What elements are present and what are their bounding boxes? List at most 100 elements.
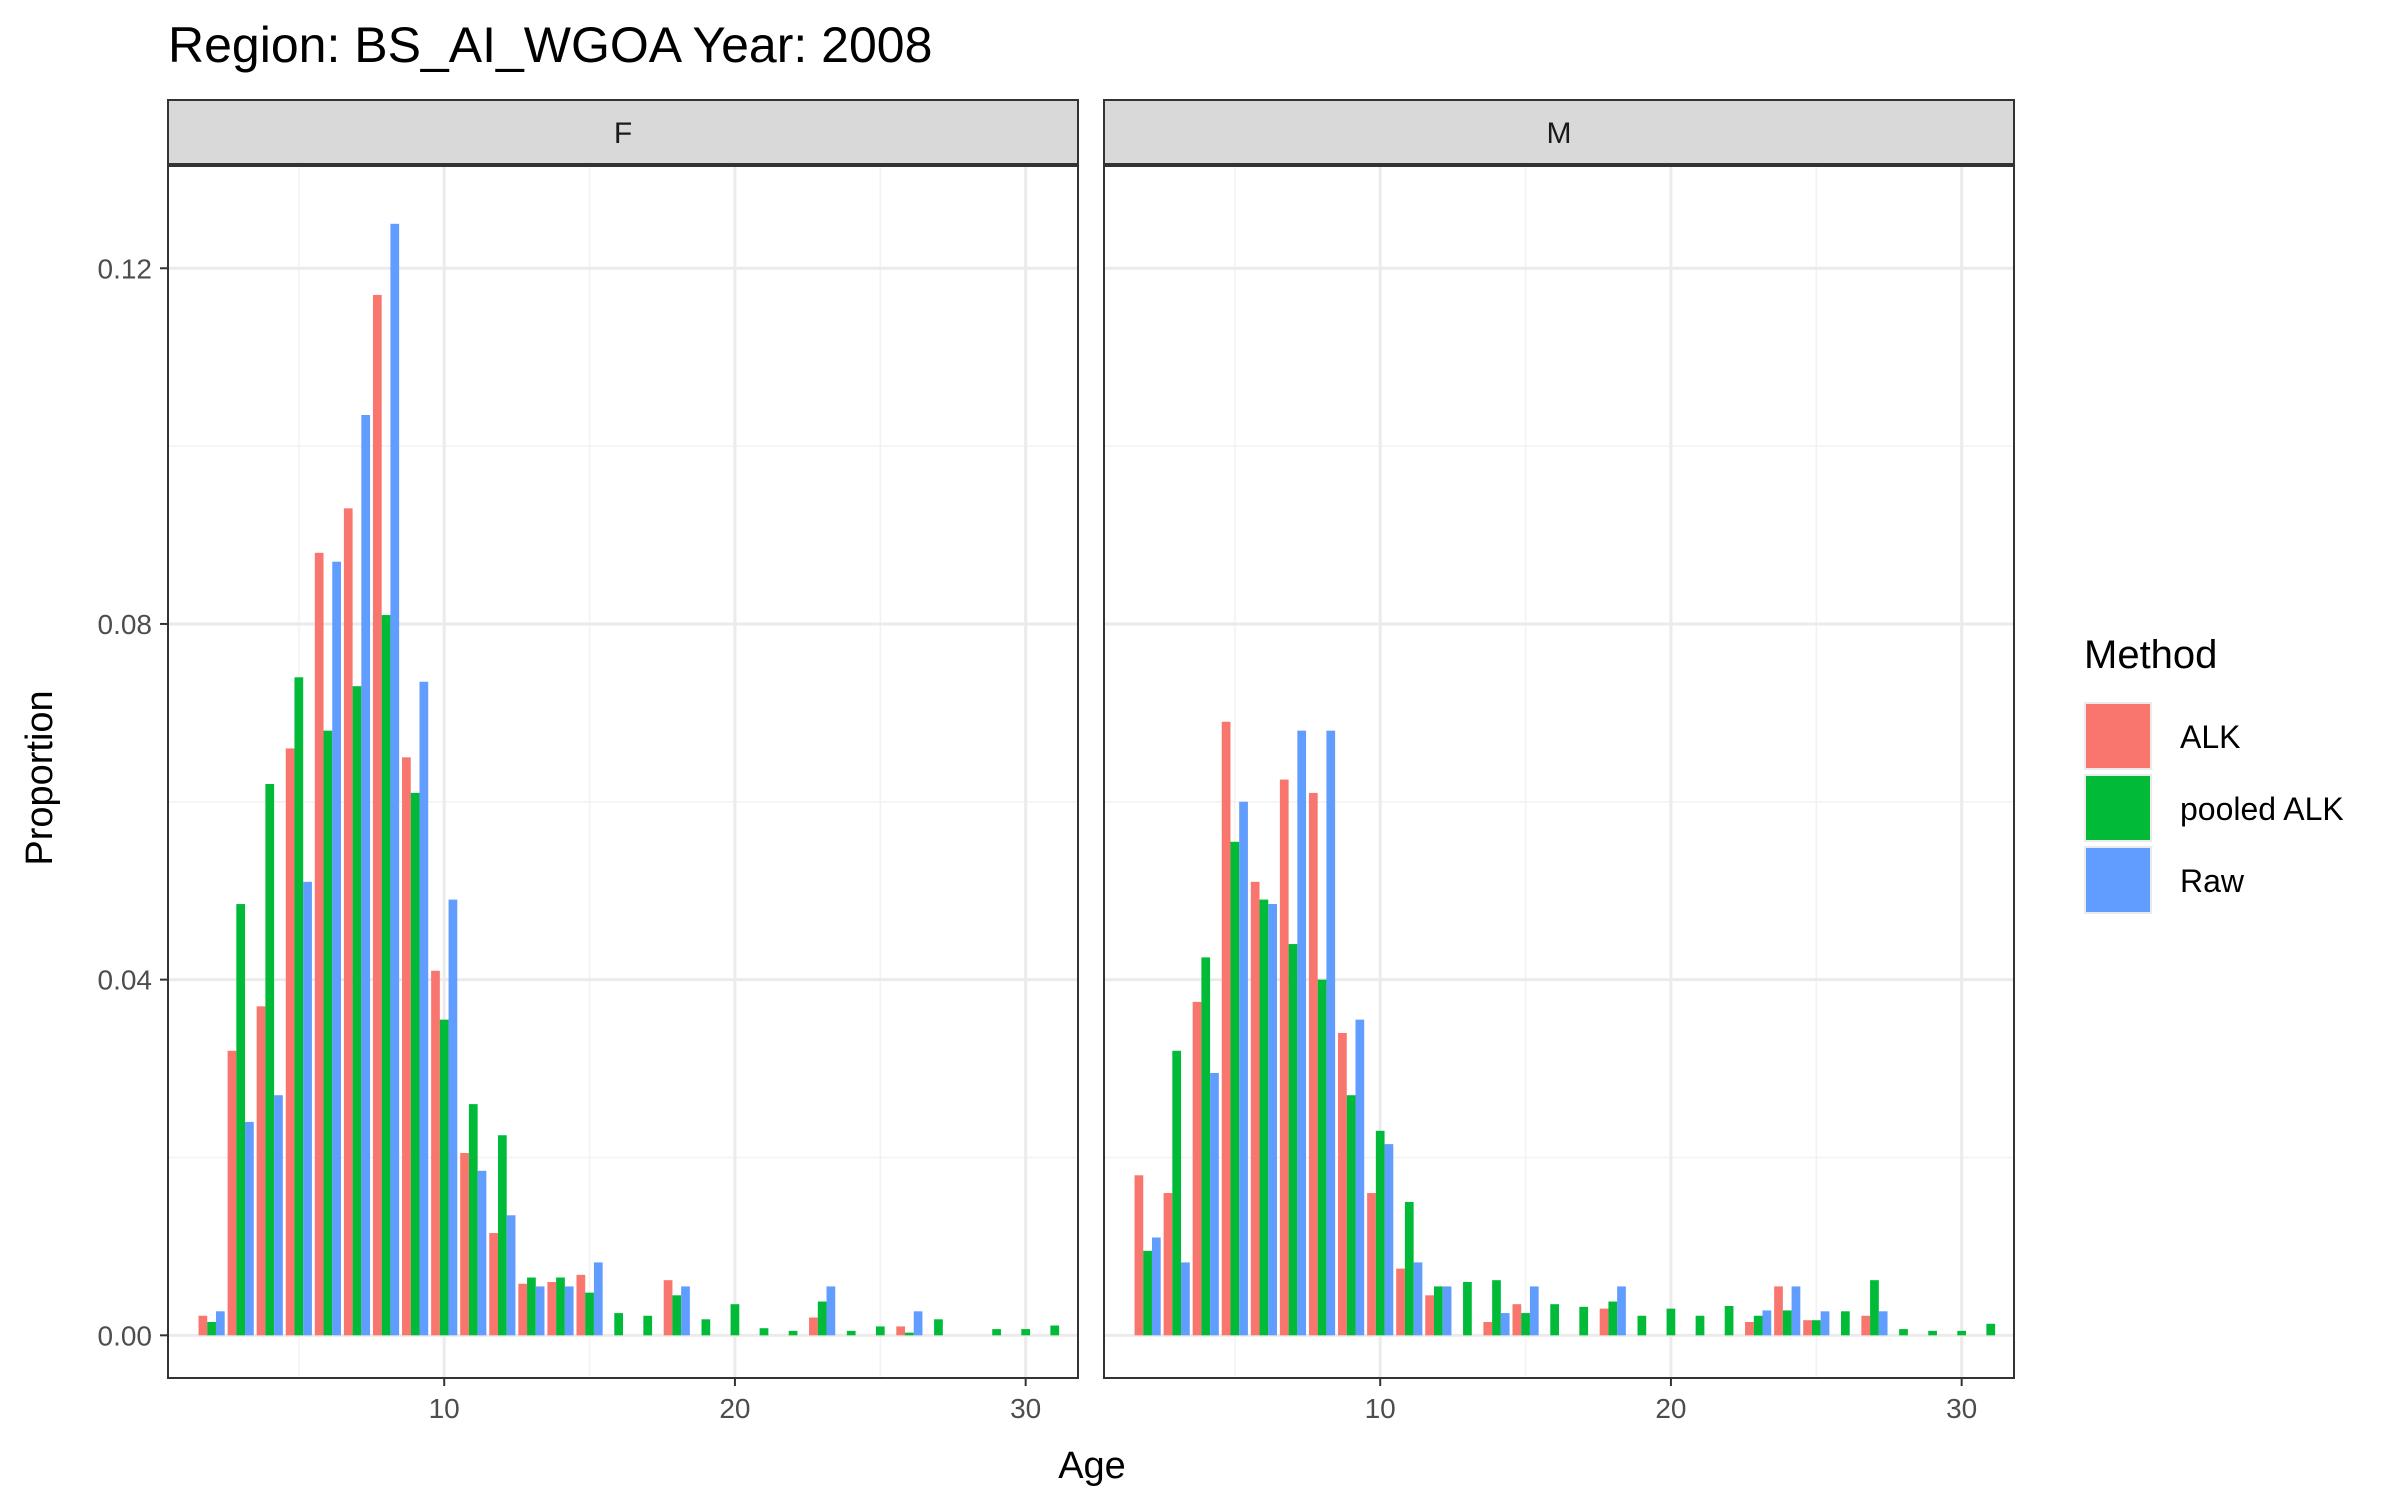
bar-alk <box>1308 792 1318 1336</box>
panel-border <box>167 165 1079 1379</box>
bar-pooled-alk <box>1463 1281 1472 1336</box>
bar-raw <box>1151 1237 1161 1336</box>
legend-key-swatch <box>2086 848 2150 912</box>
bar-alk <box>1134 1175 1144 1336</box>
bar-pooled-alk <box>1021 1329 1031 1336</box>
bar-alk <box>460 1153 469 1336</box>
bar-raw <box>1791 1286 1801 1336</box>
bar-raw <box>419 681 429 1336</box>
bar-alk <box>1250 881 1260 1336</box>
bar-pooled-alk <box>1724 1305 1734 1336</box>
bar-raw <box>564 1286 574 1336</box>
bar-alk <box>1425 1295 1434 1336</box>
bar-alk <box>1279 779 1289 1336</box>
y-tick-label: 0.08 <box>98 609 153 640</box>
bar-raw <box>1239 801 1248 1336</box>
bar-pooled-alk <box>1492 1280 1501 1336</box>
bar-alk <box>1192 1001 1202 1336</box>
facet-panel-F: F <box>167 99 1079 1379</box>
bar-pooled-alk <box>1317 979 1327 1336</box>
bar-alk <box>227 1050 237 1336</box>
bar-pooled-alk <box>381 615 391 1336</box>
bar-pooled-alk <box>265 784 275 1336</box>
bar-pooled-alk <box>1870 1280 1879 1336</box>
bar-raw <box>1268 904 1277 1336</box>
bar-pooled-alk <box>992 1329 1001 1336</box>
bar-alk <box>1774 1286 1783 1336</box>
bar-pooled-alk <box>1230 841 1240 1336</box>
bar-pooled-alk <box>701 1319 711 1336</box>
legend-key-swatch <box>2086 704 2150 768</box>
bar-alk <box>1861 1315 1871 1336</box>
panel-border <box>1103 165 2015 1379</box>
bar-alk <box>663 1280 673 1336</box>
bar-raw <box>361 414 371 1336</box>
bar-raw <box>681 1286 690 1336</box>
bar-pooled-alk <box>1928 1330 1937 1336</box>
bar-pooled-alk <box>1521 1313 1530 1336</box>
bar-raw <box>1297 730 1307 1336</box>
bar-pooled-alk <box>585 1292 594 1336</box>
bar-pooled-alk <box>1433 1286 1443 1336</box>
bar-pooled-alk <box>1666 1308 1676 1336</box>
chart-title: Region: BS_AI_WGOA Year: 2008 <box>168 17 932 73</box>
bar-pooled-alk <box>1050 1325 1060 1336</box>
bar-pooled-alk <box>352 686 362 1336</box>
bar-alk <box>1396 1268 1405 1336</box>
bar-pooled-alk <box>1201 957 1211 1336</box>
bar-alk <box>1745 1321 1754 1336</box>
bar-pooled-alk <box>875 1326 885 1336</box>
bar-pooled-alk <box>672 1295 682 1336</box>
bar-alk <box>1163 1193 1173 1336</box>
bar-pooled-alk <box>323 730 333 1336</box>
bar-pooled-alk <box>759 1328 769 1336</box>
legend-item-raw: Raw <box>2084 846 2245 914</box>
bar-pooled-alk <box>846 1330 856 1336</box>
bar-raw <box>274 1095 283 1336</box>
bar-raw <box>448 899 458 1336</box>
bar-pooled-alk <box>817 1301 827 1336</box>
bar-pooled-alk <box>1579 1306 1589 1336</box>
bar-alk <box>1803 1320 1812 1336</box>
y-tick-label: 0.00 <box>98 1320 153 1351</box>
bar-pooled-alk <box>1346 1095 1356 1336</box>
bar-alk <box>256 1006 266 1336</box>
bar-raw <box>245 1121 254 1336</box>
bar-pooled-alk <box>1608 1301 1618 1336</box>
bar-pooled-alk <box>439 1019 449 1336</box>
facet-strip-label: M <box>1547 117 1572 150</box>
bar-raw <box>1355 1019 1365 1336</box>
bar-pooled-alk <box>1288 944 1298 1336</box>
bar-raw <box>913 1311 923 1336</box>
y-axis: 0.00 0.04 0.08 0.12 <box>98 253 168 1351</box>
x-tick-label: 30 <box>1010 1393 1041 1424</box>
bar-pooled-alk <box>410 792 420 1336</box>
bar-pooled-alk <box>643 1315 653 1336</box>
bar-raw <box>826 1286 836 1336</box>
bar-pooled-alk <box>1753 1315 1763 1336</box>
bar-pooled-alk <box>614 1313 623 1336</box>
bar-alk <box>1483 1321 1493 1336</box>
bar-pooled-alk <box>730 1304 740 1336</box>
bar-raw <box>1326 730 1336 1336</box>
bar-raw <box>303 881 312 1336</box>
bar-raw <box>535 1286 545 1336</box>
x-tick-label: 30 <box>1946 1393 1977 1424</box>
bar-alk <box>1599 1308 1609 1336</box>
bar-pooled-alk <box>1695 1315 1705 1336</box>
bar-pooled-alk <box>1782 1310 1792 1336</box>
facet-panel-M: M <box>1103 99 2015 1379</box>
bar-alk <box>198 1315 208 1336</box>
bar-pooled-alk <box>236 904 246 1336</box>
bar-raw <box>1413 1262 1423 1336</box>
legend-item-alk: ALK <box>2084 702 2240 770</box>
bar-pooled-alk <box>1259 899 1269 1336</box>
bar-pooled-alk <box>1811 1320 1821 1336</box>
bar-pooled-alk <box>905 1332 914 1336</box>
x-axis: 10 20 30 10 20 30 <box>429 1378 1977 1424</box>
bar-pooled-alk <box>468 1104 478 1336</box>
bar-pooled-alk <box>1550 1304 1559 1336</box>
y-axis-title: Proportion <box>19 690 61 865</box>
bar-pooled-alk <box>497 1135 507 1336</box>
